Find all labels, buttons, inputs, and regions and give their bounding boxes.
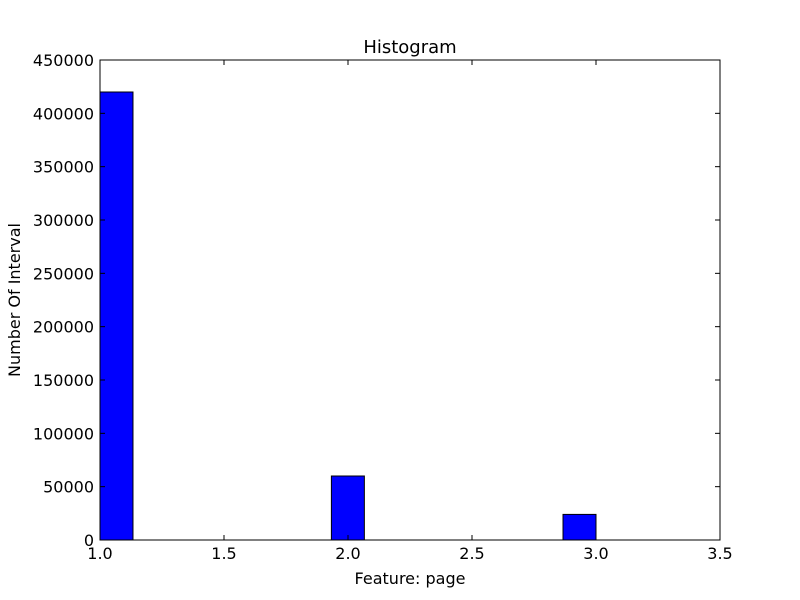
y-tick-label: 50000 <box>43 478 94 497</box>
y-tick-label: 100000 <box>33 424 94 443</box>
x-tick-label: 2.0 <box>335 544 360 563</box>
x-tick-label: 3.5 <box>707 544 732 563</box>
y-tick-label: 300000 <box>33 211 94 230</box>
histogram-bar-2 <box>330 475 365 541</box>
y-tick-label: 150000 <box>33 371 94 390</box>
histogram-bar-3 <box>562 513 597 541</box>
x-tick-label: 1.0 <box>87 544 112 563</box>
y-tick-label: 350000 <box>33 158 94 177</box>
plot-frame <box>99 59 721 541</box>
x-axis-label: Feature: page <box>355 569 466 588</box>
y-axis-label: Number Of Interval <box>5 223 24 377</box>
x-tick-label: 1.5 <box>211 544 236 563</box>
y-axis-ticks: 0 50000 100000 150000 200000 250000 300000 3500… <box>33 51 720 550</box>
bars-group <box>99 91 597 541</box>
y-tick-label: 400000 <box>33 104 94 123</box>
y-tick-label: 450000 <box>33 51 94 70</box>
y-tick-label: 250000 <box>33 264 94 283</box>
x-tick-label: 3.0 <box>583 544 608 563</box>
histogram-bar-1 <box>99 91 134 541</box>
y-tick-label: 0 <box>84 531 94 550</box>
y-tick-label: 200000 <box>33 318 94 337</box>
chart-title: Histogram <box>363 37 456 58</box>
x-tick-label: 2.5 <box>459 544 484 563</box>
x-axis-ticks: 1.0 1.5 2.0 2.5 3.0 3.5 <box>87 60 733 563</box>
